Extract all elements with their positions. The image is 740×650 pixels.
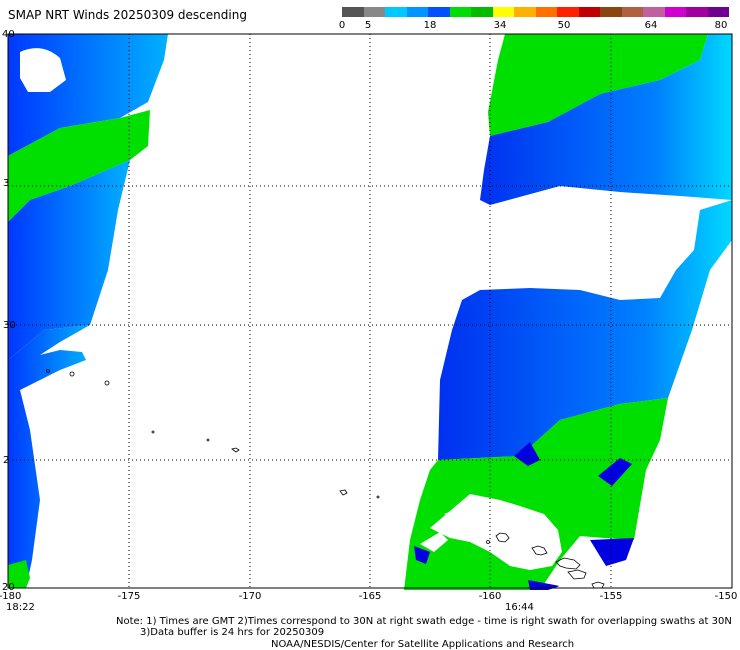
lat-lon-grid <box>8 34 732 588</box>
footer-note: Note: 1) Times are GMT 2)Times correspon… <box>116 616 732 627</box>
left-swath <box>8 34 168 588</box>
lon-label: -165 <box>358 591 382 602</box>
colorbar-segment <box>342 7 364 17</box>
colorbar-segment <box>643 7 665 17</box>
colorbar-segment <box>514 7 536 17</box>
lon-label: -155 <box>599 591 623 602</box>
coastline-islands <box>46 369 605 589</box>
lon-label: -160 <box>478 591 502 602</box>
colorbar-segment <box>492 7 514 17</box>
lat-label: 2 <box>3 455 9 466</box>
colorbar-segment <box>707 7 729 17</box>
colorbar-segment <box>600 7 622 17</box>
colorbar-tick: 64 <box>644 20 658 31</box>
swath-time-left: 18:22 <box>6 602 35 613</box>
wind-speed-colorbar <box>342 7 729 17</box>
lon-label: -150 <box>714 591 738 602</box>
lat-label: 20 <box>2 582 15 593</box>
colorbar-segment <box>664 7 686 17</box>
colorbar-segment <box>406 7 428 17</box>
lon-label: -180 <box>0 591 22 602</box>
lat-label: 30 <box>3 320 16 331</box>
colorbar-segment <box>557 7 579 17</box>
colorbar-segment <box>621 7 643 17</box>
lat-label: 3 <box>3 178 9 189</box>
colorbar-segment <box>449 7 471 17</box>
colorbar-segment <box>535 7 557 17</box>
colorbar-tick: 50 <box>557 20 571 31</box>
colorbar-tick: 0 <box>338 20 346 31</box>
colorbar-segment <box>471 7 493 17</box>
footer-buffer-note: 3)Data buffer is 24 hrs for 20250309 <box>140 627 325 638</box>
map-frame <box>7 33 733 589</box>
colorbar-tick: 80 <box>714 20 728 31</box>
swath-time-right: 16:44 <box>505 602 534 613</box>
lat-label: 40 <box>2 29 15 40</box>
colorbar-segment <box>578 7 600 17</box>
colorbar-segment <box>686 7 708 17</box>
lat-labels: 40 3 30 2 20 <box>2 29 16 593</box>
map-title: SMAP NRT Winds 20250309 descending <box>8 8 247 22</box>
colorbar-tick: 18 <box>423 20 437 31</box>
lon-label: -175 <box>117 591 141 602</box>
footer-credit: NOAA/NESDIS/Center for Satellite Applica… <box>271 639 575 650</box>
colorbar-segment <box>385 7 407 17</box>
colorbar-segment <box>428 7 450 17</box>
lon-label: -170 <box>238 591 262 602</box>
colorbar-tick: 34 <box>493 20 507 31</box>
right-swath <box>404 34 732 590</box>
colorbar-tick: 5 <box>364 20 372 31</box>
colorbar-segment <box>363 7 385 17</box>
